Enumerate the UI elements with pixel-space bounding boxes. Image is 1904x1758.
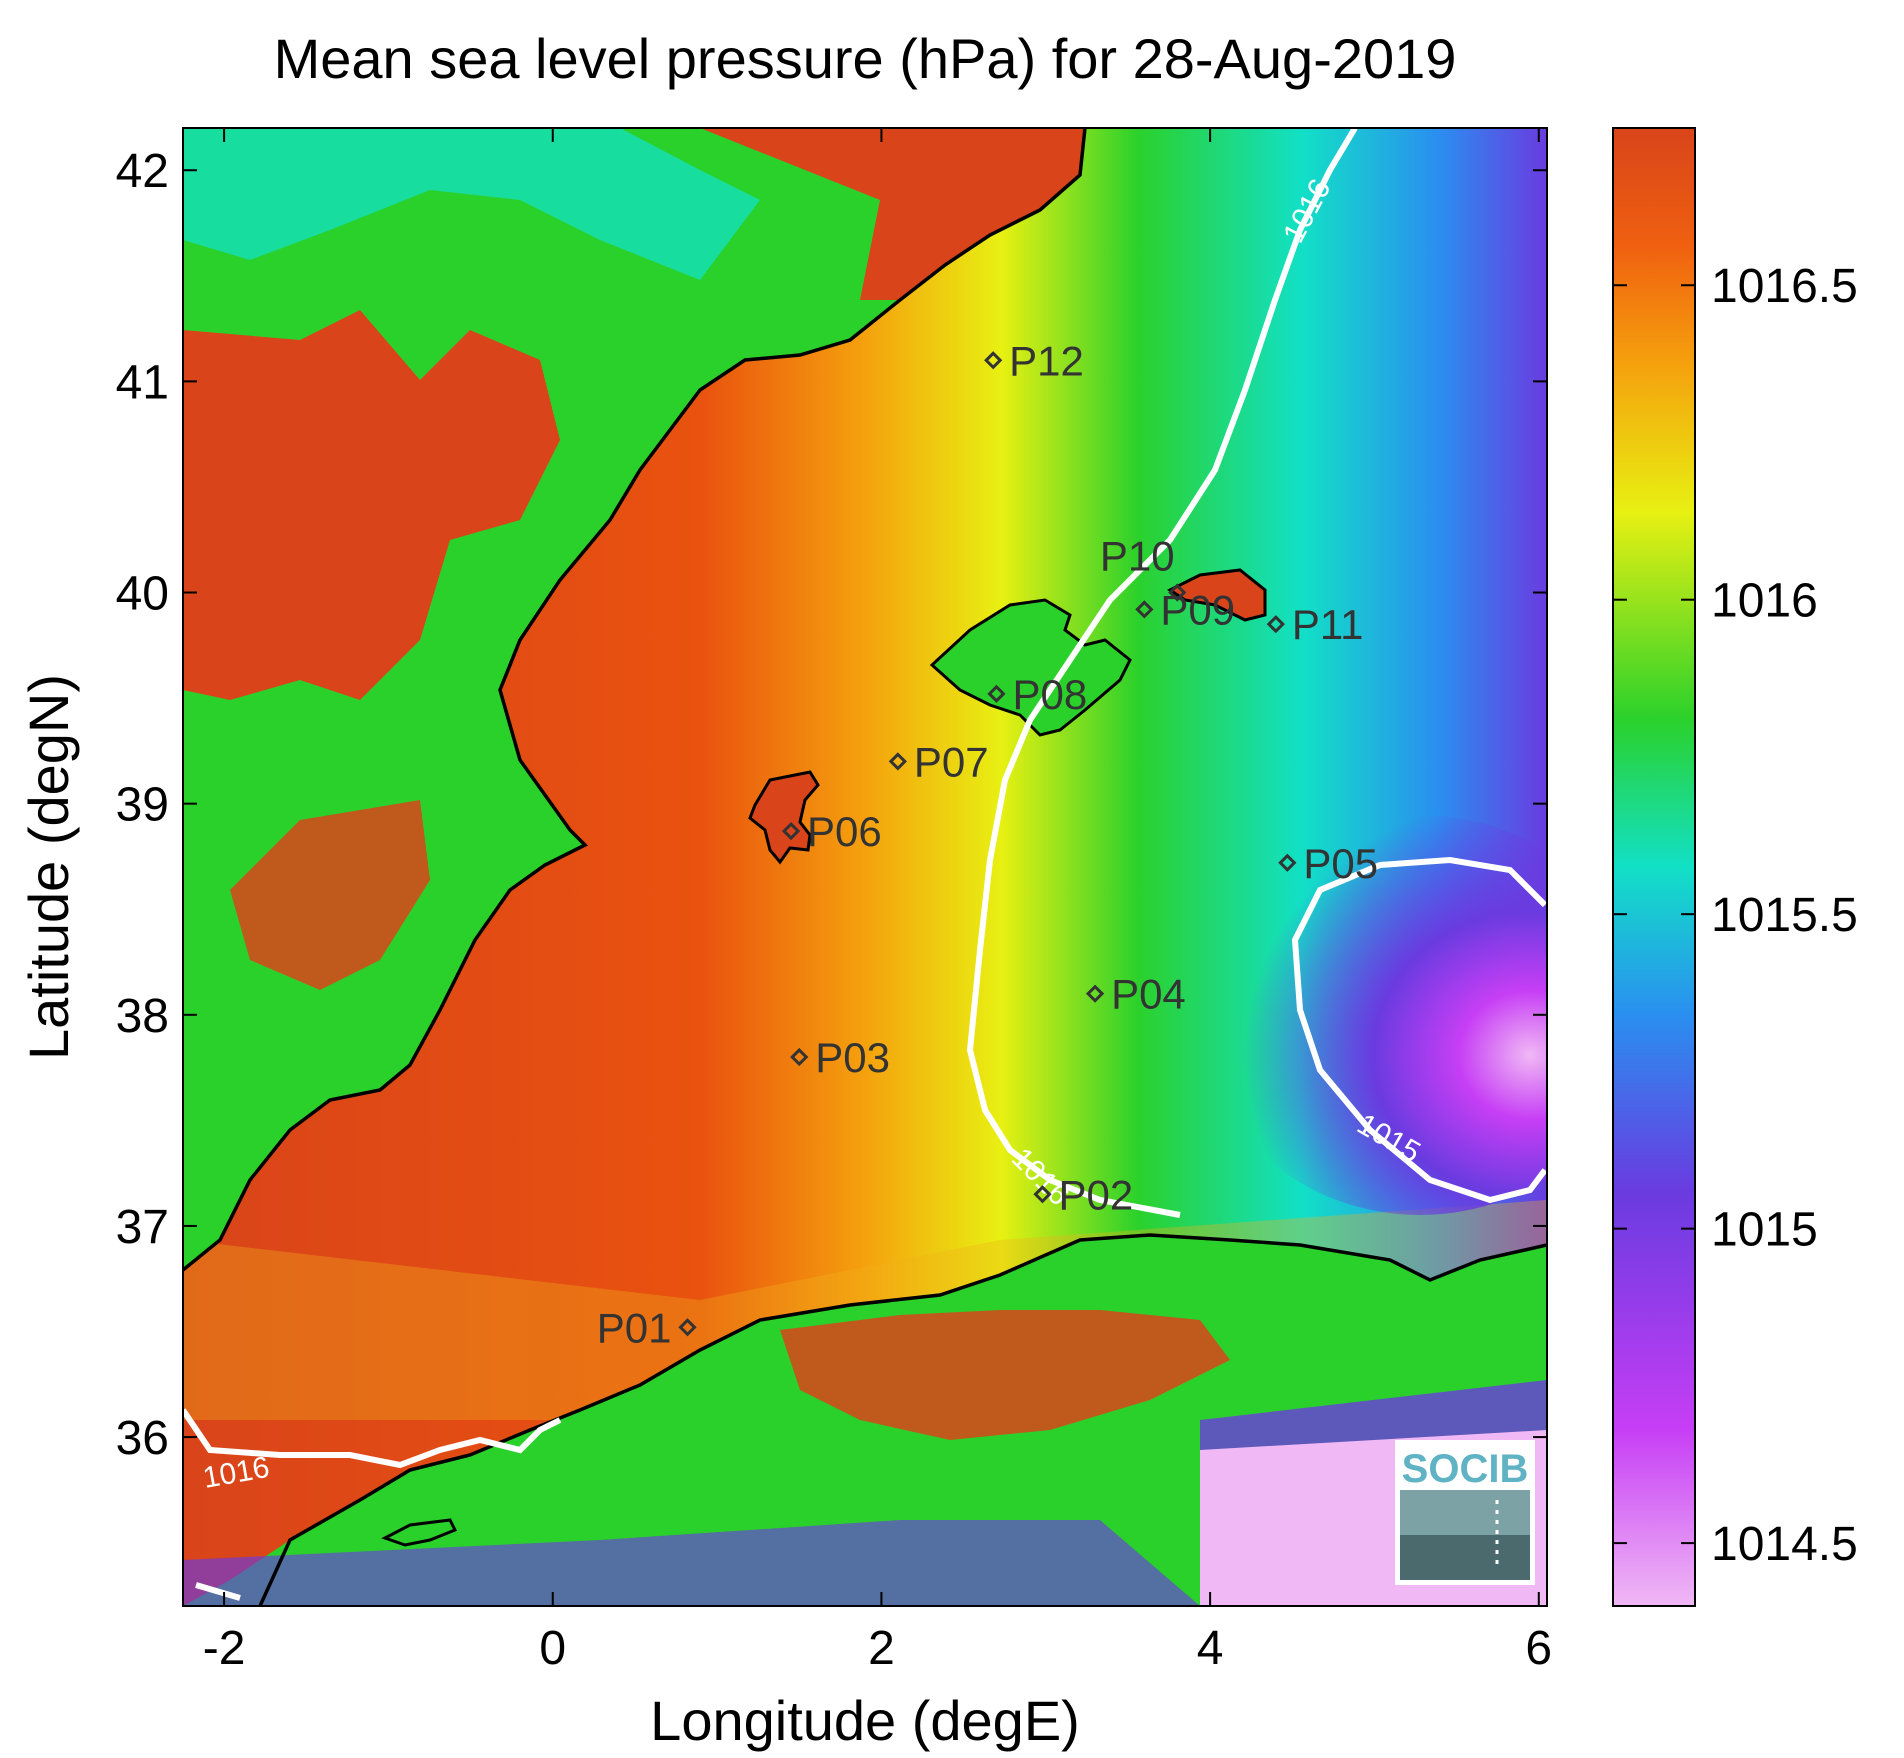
- station-label-p07: P07: [914, 738, 989, 785]
- station-label-p06: P06: [807, 808, 882, 855]
- station-label-p01: P01: [597, 1304, 672, 1351]
- north-africa-southwest: [183, 1520, 1200, 1606]
- station-label-p03: P03: [815, 1034, 890, 1081]
- y-tick-label: 40: [116, 568, 169, 621]
- x-axis-label: Longitude (degE): [650, 1689, 1080, 1752]
- x-tick-label: 2: [868, 1622, 895, 1675]
- station-label-p11: P11: [1292, 601, 1364, 648]
- colorbar-tick-label: 1016: [1711, 575, 1818, 628]
- africa-coastline: [258, 1233, 1547, 1606]
- station-label-p02: P02: [1058, 1171, 1133, 1218]
- y-tick-label: 41: [116, 356, 169, 409]
- socib-logo-text: SOCIB: [1402, 1447, 1529, 1491]
- colorbar-tick-label: 1015.5: [1711, 889, 1858, 942]
- isobar-1016-east: [966, 128, 1358, 1218]
- station-marker-p12: [984, 351, 1003, 370]
- iberian-south-plateau: [230, 800, 430, 990]
- isobar-1016-southwest: [183, 1408, 562, 1469]
- atlas-highlands: [780, 1310, 1230, 1440]
- y-tick-label: 37: [116, 1201, 169, 1254]
- y-tick-label: 39: [116, 779, 169, 832]
- iberian-north-edge: [700, 128, 1085, 300]
- station-marker-p04: [1085, 984, 1105, 1003]
- station-label-p05: P05: [1303, 840, 1378, 887]
- station-label-p08: P08: [1012, 671, 1087, 718]
- map-frame: [182, 127, 1548, 1607]
- station-marker-p06: [781, 821, 801, 841]
- station-marker-p07: [888, 752, 907, 771]
- y-tick-label: 36: [116, 1412, 169, 1465]
- isobar-1015-low: [1291, 856, 1547, 1204]
- x-tick-label: -2: [203, 1622, 246, 1675]
- station-marker-p01: [678, 1318, 697, 1337]
- chart-title: Mean sea level pressure (hPa) for 28-Aug…: [274, 27, 1457, 90]
- isobar-1016-corner: [195, 1582, 241, 1601]
- iberian-highlands: [183, 310, 560, 700]
- colorbar-tick-label: 1016.5: [1711, 260, 1858, 313]
- y-tick-label: 38: [116, 990, 169, 1043]
- station-label-p10: P10: [1100, 533, 1175, 580]
- low-pressure-area: [1200, 815, 1547, 1215]
- station-marker-p10: [1168, 583, 1187, 602]
- station-marker-p03: [790, 1047, 809, 1067]
- y-tick-label: 42: [116, 145, 169, 198]
- colorbar-tick-label: 1015: [1711, 1204, 1818, 1257]
- ibiza-island: [748, 770, 820, 865]
- menorca-island: [1167, 568, 1267, 622]
- station-marker-p11: [1266, 615, 1285, 634]
- x-tick-label: 6: [1525, 1622, 1552, 1675]
- iberia-coastline: [183, 128, 1087, 1272]
- station-marker-p08: [987, 684, 1006, 703]
- station-marker-p05: [1278, 853, 1297, 872]
- colorbar-ticks: 1014.5 1015 1015.5 1016 1016.5: [1613, 260, 1858, 1571]
- colorbar: [1612, 127, 1696, 1607]
- station-marker-p02: [1033, 1185, 1052, 1204]
- x-tick-label: 4: [1197, 1622, 1224, 1675]
- station-marker-p09: [1135, 600, 1154, 619]
- x-axis: -2 0 2 4 6: [203, 128, 1552, 1675]
- station-label-p12: P12: [1009, 337, 1084, 384]
- mallorca-island: [929, 598, 1132, 737]
- station-label-p04: P04: [1111, 971, 1186, 1018]
- x-tick-label: 0: [539, 1622, 566, 1675]
- alboran-island: [381, 1518, 458, 1547]
- colorbar-tick-label: 1014.5: [1711, 1518, 1858, 1571]
- iberian-north-plateau: [183, 128, 760, 280]
- socib-logo: SOCIB: [1395, 1440, 1535, 1585]
- y-axis: 36 37 38 39 40 41 42: [116, 145, 1547, 1465]
- map-area: 1016 1015 1016 1016 P01P02P03P04P05P06P0…: [183, 128, 1547, 1606]
- y-axis-label: Latitude (degN): [17, 674, 80, 1060]
